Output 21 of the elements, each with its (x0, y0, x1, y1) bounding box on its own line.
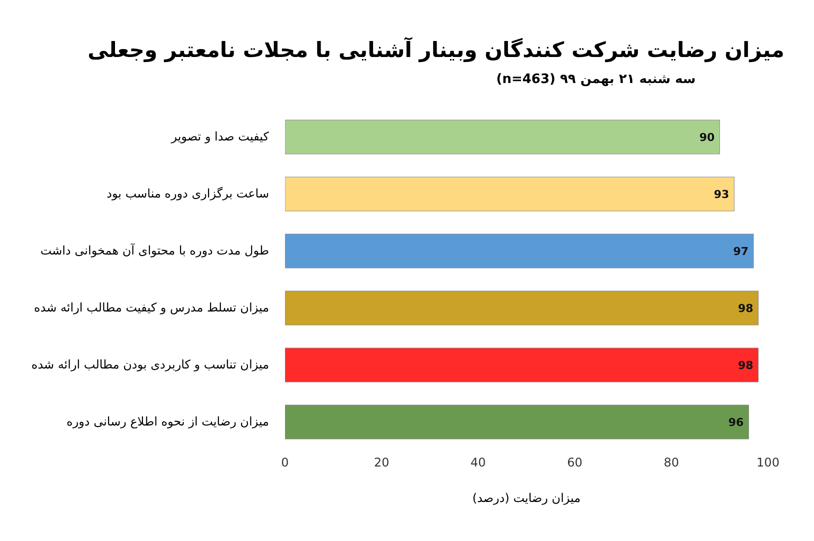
y-tick-label: ساعت برگزاری دوره مناسب بود (106, 186, 269, 200)
x-tick-label: 80 (664, 456, 680, 470)
x-tick-label: 0 (281, 456, 289, 470)
y-tick-label: میزان تناسب و کاربردی بودن مطالب ارائه شده (31, 358, 269, 372)
chart-subtitle: سه شنبه ۲۱ بهمن ۹۹ (n=463) (495, 72, 697, 87)
data-label: 98 (738, 302, 754, 315)
x-axis-title: میزان رضایت (درصد) (472, 491, 581, 505)
data-label: 96 (728, 416, 744, 429)
y-tick-label: میزان رضایت از نحوه اطلاع رسانی دوره (66, 414, 269, 428)
x-tick-label: 40 (470, 456, 486, 470)
y-tick-label: طول مدت دوره با محتوای آن همخوانی داشت (40, 242, 269, 258)
chart-title: میزان رضایت شرکت کنندگان وبینار آشنایی با مجلات نامعتبر وجعلی (86, 36, 786, 62)
x-tick-label: 100 (756, 456, 780, 470)
y-tick-label: کیفیت صدا و تصویر (170, 130, 270, 144)
data-label: 97 (733, 244, 749, 258)
data-label: 98 (738, 358, 754, 372)
data-label: 90 (699, 130, 716, 144)
y-tick-label: میزان تسلط مدرس و کیفیت مطالب ارائه شده (34, 300, 269, 314)
x-tick-label: 20 (374, 456, 390, 470)
x-tick-label: 60 (567, 456, 582, 470)
data-label: 93 (714, 188, 730, 201)
